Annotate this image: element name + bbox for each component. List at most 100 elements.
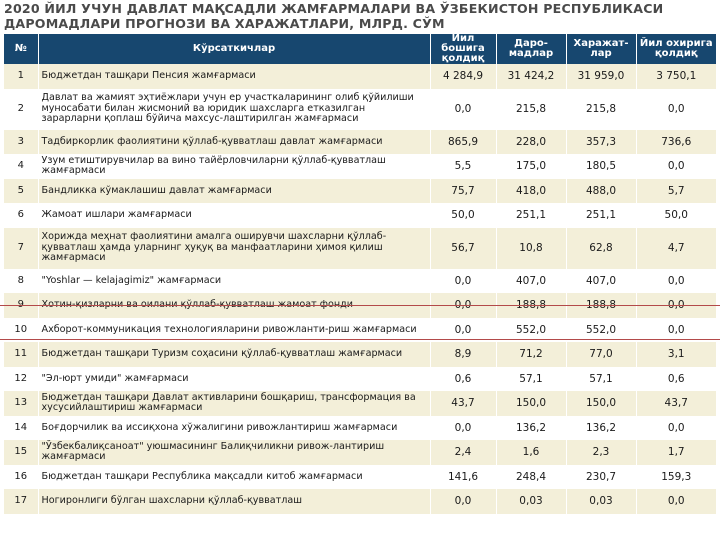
row-start-balance: 2,4	[430, 440, 497, 465]
row-number: 7	[4, 227, 39, 269]
row-name: Узум етиштирувчилар ва вино тайёрловчила…	[38, 154, 431, 179]
row-start-balance: 50,0	[430, 203, 497, 228]
row-name: Бюджетдан ташқари Республика мақсадли ки…	[38, 464, 431, 489]
row-name: Бюджетдан ташқари Пенсия жамғармаси	[38, 64, 431, 89]
row-end-balance: 50,0	[636, 203, 716, 228]
row-income: 136,2	[496, 415, 567, 440]
row-start-balance: 4 284,9	[430, 64, 497, 89]
row-name: "Ўзбекбалиқсаноат" уюшмасининг Балиқчили…	[38, 440, 431, 465]
table-row: 8 "Yoshlar — kelajagimiz" жамғармаси 0,0…	[4, 268, 716, 293]
row-name: Давлат ва жамият эҳтиёжлари учун ер учас…	[38, 88, 431, 130]
row-start-balance: 5,5	[430, 154, 497, 179]
row-income: 215,8	[496, 88, 567, 130]
row-number: 8	[4, 268, 39, 293]
row-end-balance: 4,7	[636, 227, 716, 269]
row-income: 407,0	[496, 268, 567, 293]
row-expense: 215,8	[566, 88, 637, 130]
header-end-balance: Йил охирига қолдиқ	[636, 34, 716, 64]
row-end-balance: 0,0	[636, 317, 716, 342]
header-start-balance: Йил бошига қолдиқ	[430, 34, 497, 64]
table-row: 6 Жамоат ишлари жамғармаси 50,0 251,1 25…	[4, 203, 716, 228]
funds-table: № Кўрсаткичлар Йил бошига қолдиқ Даро-ма…	[4, 34, 716, 514]
row-number: 13	[4, 391, 39, 416]
row-expense: 230,7	[566, 464, 637, 489]
row-start-balance: 865,9	[430, 129, 497, 154]
table-row: 3 Тадбиркорлик фаолиятини қўллаб-қувватл…	[4, 129, 716, 154]
row-number: 10	[4, 317, 39, 342]
table-row: 12 "Эл-юрт умиди" жамғармаси 0,6 57,1 57…	[4, 366, 716, 391]
row-number: 5	[4, 178, 39, 203]
row-name: Бюджетдан ташқари Туризм соҳасини қўллаб…	[38, 342, 431, 367]
row-expense: 0,03	[566, 489, 637, 514]
row-end-balance: 0,0	[636, 268, 716, 293]
row-start-balance: 8,9	[430, 342, 497, 367]
row-number: 12	[4, 366, 39, 391]
row-expense: 251,1	[566, 203, 637, 228]
row-number: 14	[4, 415, 39, 440]
row-end-balance: 0,0	[636, 415, 716, 440]
row-start-balance: 0,0	[430, 88, 497, 130]
row-number: 4	[4, 154, 39, 179]
row-expense: 552,0	[566, 317, 637, 342]
row-start-balance: 0,6	[430, 366, 497, 391]
title-line-1: 2020 ЙИЛ УЧУН ДАВЛАТ МАҚСАДЛИ ЖАМҒАРМАЛА…	[4, 1, 664, 16]
row-end-balance: 43,7	[636, 391, 716, 416]
row-income: 71,2	[496, 342, 567, 367]
table-row: 15 "Ўзбекбалиқсаноат" уюшмасининг Балиқч…	[4, 440, 716, 465]
header-income: Даро-мадлар	[496, 34, 567, 64]
table-row: 5 Бандликка кўмаклашиш давлат жамғармаси…	[4, 178, 716, 203]
row-expense: 2,3	[566, 440, 637, 465]
row-number: 15	[4, 440, 39, 465]
row-name: Хорижда меҳнат фаолиятини амалга оширувч…	[38, 227, 431, 269]
table-row: 13 Бюджетдан ташқари Давлат активларини …	[4, 391, 716, 416]
row-end-balance: 1,7	[636, 440, 716, 465]
row-expense: 57,1	[566, 366, 637, 391]
row-end-balance: 0,0	[636, 489, 716, 514]
row-end-balance: 159,3	[636, 464, 716, 489]
row-start-balance: 0,0	[430, 317, 497, 342]
table-row: 17 Ногиронлиги бўлган шахсларни қўллаб-қ…	[4, 489, 716, 514]
row-end-balance: 0,6	[636, 366, 716, 391]
row-start-balance: 141,6	[430, 464, 497, 489]
row-number: 6	[4, 203, 39, 228]
table-header-row: № Кўрсаткичлар Йил бошига қолдиқ Даро-ма…	[4, 34, 716, 64]
table-row: 11 Бюджетдан ташқари Туризм соҳасини қўл…	[4, 342, 716, 367]
row-expense: 357,3	[566, 129, 637, 154]
table-row: 1 Бюджетдан ташқари Пенсия жамғармаси 4 …	[4, 64, 716, 89]
row-name: "Эл-юрт умиди" жамғармаси	[38, 366, 431, 391]
table-row: 16 Бюджетдан ташқари Республика мақсадли…	[4, 464, 716, 489]
row-expense: 488,0	[566, 178, 637, 203]
row-income: 10,8	[496, 227, 567, 269]
row-expense: 77,0	[566, 342, 637, 367]
row-income: 175,0	[496, 154, 567, 179]
row-expense: 31 959,0	[566, 64, 637, 89]
row-start-balance: 75,7	[430, 178, 497, 203]
row-expense: 150,0	[566, 391, 637, 416]
row-income: 57,1	[496, 366, 567, 391]
row-income: 248,4	[496, 464, 567, 489]
row-income: 0,03	[496, 489, 567, 514]
row-name: Ахборот-коммуникация технологияларини ри…	[38, 317, 431, 342]
row-name: Бандликка кўмаклашиш давлат жамғармаси	[38, 178, 431, 203]
row-start-balance: 56,7	[430, 227, 497, 269]
row-expense: 180,5	[566, 154, 637, 179]
table-row: 14 Боғдорчилик ва иссиқхона хўжалигини р…	[4, 415, 716, 440]
row-end-balance: 736,6	[636, 129, 716, 154]
table-row: 2 Давлат ва жамият эҳтиёжлари учун ер уч…	[4, 88, 716, 130]
row-income: 228,0	[496, 129, 567, 154]
row-expense: 407,0	[566, 268, 637, 293]
row-name: Ногиронлиги бўлган шахсларни қўллаб-қувв…	[38, 489, 431, 514]
row-number: 1	[4, 64, 39, 89]
header-num: №	[4, 34, 39, 64]
table-row: 7 Хорижда меҳнат фаолиятини амалга оширу…	[4, 227, 716, 269]
row-number: 17	[4, 489, 39, 514]
row-name: "Yoshlar — kelajagimiz" жамғармаси	[38, 268, 431, 293]
row-number: 11	[4, 342, 39, 367]
title-line-2: ДАРОМАДЛАРИ ПРОГНОЗИ ВА ХАРАЖАТЛАРИ, МЛР…	[4, 16, 445, 31]
row-income: 552,0	[496, 317, 567, 342]
row-income: 1,6	[496, 440, 567, 465]
row-end-balance: 0,0	[636, 88, 716, 130]
row-expense: 136,2	[566, 415, 637, 440]
row-start-balance: 0,0	[430, 268, 497, 293]
row-income: 31 424,2	[496, 64, 567, 89]
